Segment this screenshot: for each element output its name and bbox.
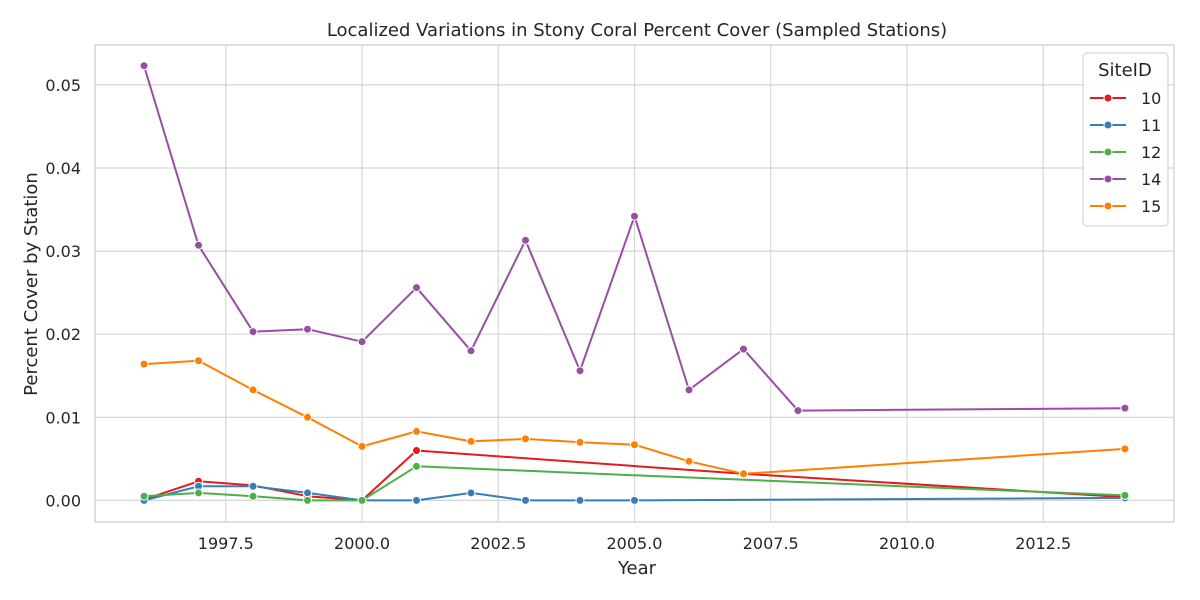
legend-swatch-marker	[1103, 120, 1113, 130]
legend-swatch-marker	[1103, 201, 1113, 211]
data-point	[248, 327, 258, 337]
x-tick-label: 2005.0	[607, 534, 663, 553]
data-point	[630, 211, 639, 221]
data-point	[466, 488, 476, 498]
series-14	[139, 61, 1130, 416]
data-point	[684, 456, 694, 466]
data-point	[139, 359, 149, 369]
data-point	[575, 366, 585, 376]
data-point	[248, 481, 258, 491]
data-point	[466, 346, 476, 356]
series-line	[143, 449, 1126, 502]
data-point	[1120, 444, 1130, 454]
legend-item-12: 12	[1090, 143, 1161, 162]
data-point	[575, 437, 585, 447]
data-point	[466, 436, 476, 446]
data-point	[303, 495, 313, 505]
data-point	[303, 324, 313, 334]
data-point	[412, 426, 422, 436]
data-point	[303, 488, 313, 498]
data-point	[139, 491, 149, 501]
legend: SiteID 10 11 12 14 15	[1082, 52, 1169, 227]
data-point	[357, 495, 367, 505]
data-point	[521, 235, 531, 245]
y-tick-label: 0.03	[45, 242, 81, 261]
y-axis-title: Percent Cover by Station	[21, 172, 42, 396]
data-point	[738, 344, 748, 354]
x-tick-label: 1997.5	[198, 534, 254, 553]
x-tick-label: 2007.5	[743, 534, 799, 553]
y-axis-ticks: 0.00 0.01 0.02 0.03 0.04 0.05	[45, 76, 81, 511]
x-axis-ticks: 1997.5 2000.0 2002.5 2005.0 2007.5 2010.0 2012…	[198, 534, 1071, 553]
legend-item-10: 10	[1090, 89, 1161, 108]
series-12	[139, 461, 1130, 505]
legend-swatch-marker	[1103, 147, 1113, 157]
data-point	[575, 495, 585, 505]
data-point	[412, 495, 422, 505]
y-tick-label: 0.02	[45, 325, 81, 344]
legend-label: 12	[1141, 143, 1161, 162]
legend-label: 14	[1141, 170, 1161, 189]
series-layer	[139, 61, 1130, 505]
data-point	[303, 412, 313, 422]
legend-label: 10	[1141, 89, 1161, 108]
data-point	[248, 385, 258, 395]
data-point	[248, 491, 258, 501]
y-tick-label: 0.05	[45, 76, 81, 95]
legend-item-11: 11	[1090, 116, 1161, 135]
data-point	[793, 406, 803, 416]
data-point	[194, 356, 204, 366]
data-point	[1120, 403, 1130, 413]
data-point	[738, 469, 748, 479]
x-tick-label: 2012.5	[1015, 534, 1071, 553]
legend-item-14: 14	[1090, 170, 1161, 189]
data-point	[412, 283, 422, 293]
legend-label: 11	[1141, 116, 1161, 135]
x-tick-label: 2000.0	[334, 534, 390, 553]
legend-item-15: 15	[1090, 197, 1161, 216]
data-point	[357, 337, 367, 347]
data-point	[1120, 490, 1130, 500]
legend-label: 15	[1141, 197, 1161, 216]
legend-swatch-marker	[1103, 174, 1113, 184]
x-axis-title: Year	[617, 558, 657, 579]
y-tick-label: 0.00	[45, 491, 81, 510]
legend-swatch-marker	[1103, 93, 1113, 103]
plot-area-frame	[94, 44, 1175, 523]
y-tick-label: 0.01	[45, 408, 81, 427]
legend-title: SiteID	[1098, 60, 1152, 81]
grid	[95, 45, 1174, 522]
data-point	[357, 441, 367, 451]
data-point	[684, 385, 694, 395]
data-point	[412, 461, 422, 471]
data-point	[412, 446, 422, 456]
data-point	[521, 495, 531, 505]
chart-title: Localized Variations in Stony Coral Perc…	[327, 20, 947, 41]
y-tick-label: 0.04	[45, 159, 81, 178]
data-point	[630, 440, 639, 450]
series-15	[139, 356, 1130, 479]
data-point	[630, 495, 639, 505]
legend-items: 10 11 12 14 15	[1090, 89, 1161, 216]
x-tick-label: 2002.5	[470, 534, 526, 553]
data-point	[139, 61, 149, 71]
data-point	[194, 488, 204, 498]
x-tick-label: 2010.0	[879, 534, 935, 553]
series-line	[143, 65, 1126, 412]
data-point	[194, 240, 204, 250]
data-point	[521, 434, 531, 444]
